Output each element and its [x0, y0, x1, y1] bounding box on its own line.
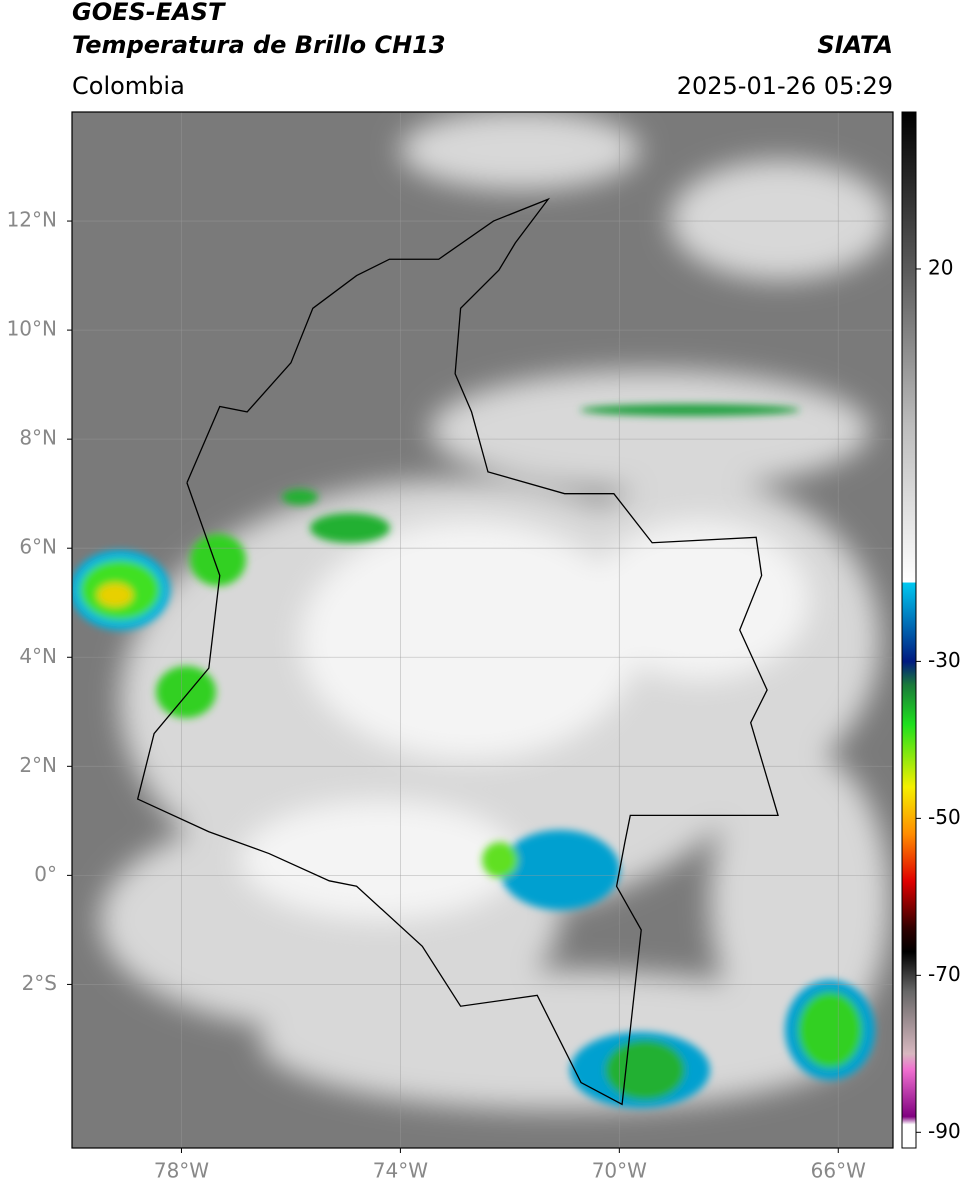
- colorbar: [901, 111, 917, 1149]
- region: Colombia: [72, 72, 185, 100]
- y-tick-label: 4°N: [19, 644, 57, 668]
- product-title: Temperatura de Brillo CH13: [72, 31, 446, 59]
- x-tick-label: 66°W: [811, 1159, 866, 1183]
- colorbar-tick-label: -70: [928, 962, 961, 986]
- y-tick-label: 10°N: [7, 317, 57, 341]
- datetime: 2025-01-26 05:29: [677, 72, 893, 100]
- colorbar-tick-label: -30: [928, 648, 961, 672]
- colorbar-tick-label: -50: [928, 805, 961, 829]
- imagery: [72, 112, 893, 1148]
- x-tick-label: 70°W: [592, 1159, 647, 1183]
- y-tick-label: 8°N: [19, 426, 57, 450]
- agency: SIATA: [817, 31, 893, 59]
- y-tick-label: 2°N: [19, 753, 57, 777]
- map-frame: [71, 111, 894, 1149]
- country-border: [136, 197, 779, 1106]
- x-tick-label: 78°W: [154, 1159, 209, 1183]
- y-tick-label: 6°N: [19, 535, 57, 559]
- colorbar-tick-label: -90: [928, 1119, 961, 1143]
- satellite-title: GOES-EAST: [72, 0, 226, 26]
- y-tick-label: 12°N: [7, 208, 57, 232]
- y-tick-label: 2°S: [22, 971, 57, 995]
- y-tick-label: 0°: [34, 862, 57, 886]
- colorbar-tick-label: 20: [928, 255, 953, 279]
- x-tick-label: 74°W: [373, 1159, 428, 1183]
